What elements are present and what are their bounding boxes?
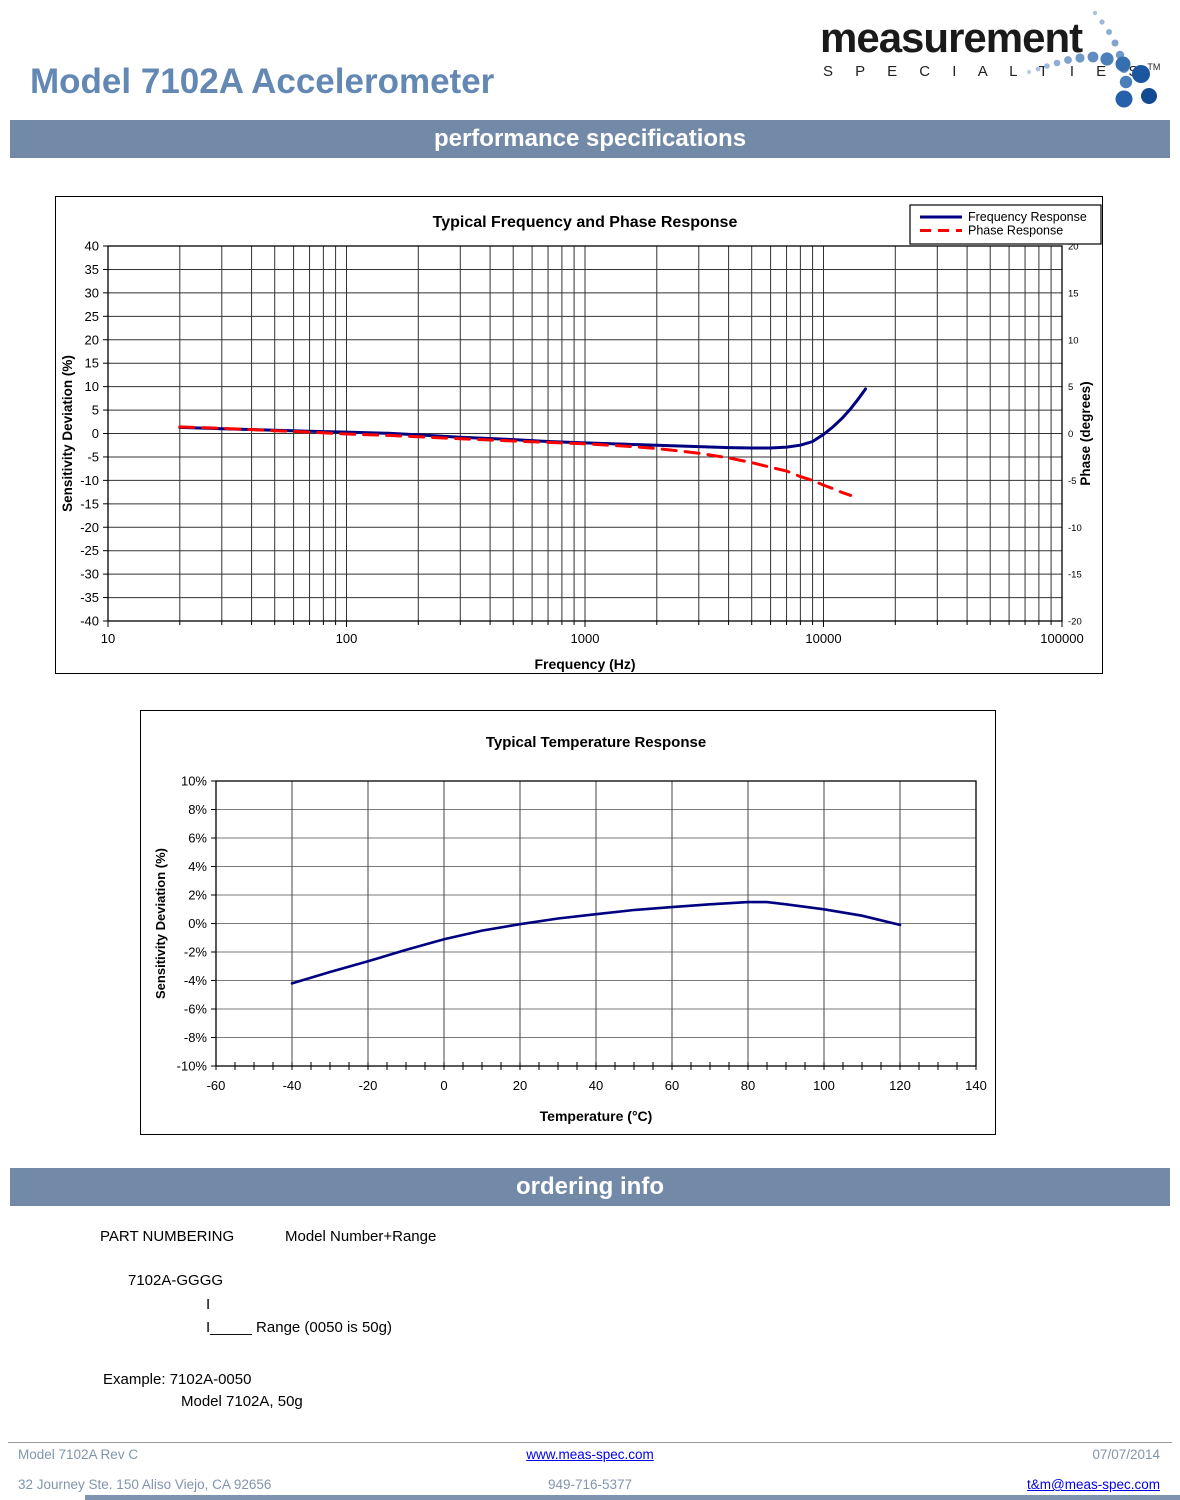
part-numbering-label: PART NUMBERING xyxy=(100,1228,235,1245)
x-tick-label: 100 xyxy=(813,1078,835,1093)
legend-label: Frequency Response xyxy=(968,210,1087,224)
y-left-tick-label: -20 xyxy=(80,520,99,535)
ordering-example-label: Example: 7102A-0050 xyxy=(103,1371,252,1388)
section-banner-ordering: ordering info xyxy=(10,1168,1170,1206)
y-tick-label: 10% xyxy=(181,774,207,789)
x-axis-title: Frequency (Hz) xyxy=(534,656,635,672)
y-left-tick-label: 10 xyxy=(85,379,99,394)
x-tick-label: 80 xyxy=(741,1078,755,1093)
logo-wordmark: measurement xyxy=(820,14,1083,61)
banner-performance-label: performance specifications xyxy=(433,125,747,152)
y-right-tick-label: -10 xyxy=(1068,523,1082,534)
y-tick-label: 0% xyxy=(188,916,207,931)
y-left-tick-label: 25 xyxy=(85,309,99,324)
x-tick-label: 40 xyxy=(589,1078,603,1093)
y-right-tick-label: 15 xyxy=(1068,288,1079,299)
x-tick-label: 20 xyxy=(513,1078,527,1093)
chart-title: Typical Temperature Response xyxy=(486,734,706,751)
y-left-tick-label: 5 xyxy=(92,403,99,418)
x-tick-label: 10000 xyxy=(805,631,841,646)
footer-website-wrap: www.meas-spec.com xyxy=(0,1447,1180,1462)
footer-date: 07/07/2014 xyxy=(1092,1447,1160,1462)
y-right-tick-label: -15 xyxy=(1068,570,1082,581)
y-axis-title: Sensitivity Deviation (%) xyxy=(153,848,168,999)
part-number-code: 7102A-GGGG xyxy=(128,1272,224,1289)
y-tick-label: 6% xyxy=(188,831,207,846)
temperature-response-chart: 10% 8% 6% 4% 2% 0% -2% -4% -6% -8% -10% -60 -40 -20 0 2… xyxy=(140,710,996,1135)
x-tick-label: 60 xyxy=(665,1078,679,1093)
y-right-tick-label: -5 xyxy=(1068,476,1076,487)
y-tick-label: 8% xyxy=(188,802,207,817)
y-left-tick-label: 15 xyxy=(85,356,99,371)
y-tick-label: -4% xyxy=(184,973,208,988)
legend-label: Phase Response xyxy=(968,224,1063,238)
plot-border xyxy=(107,245,1063,622)
part-number-range-line: I_____ Range (0050 is 50g) xyxy=(206,1319,392,1336)
y-right-tick-label: 5 xyxy=(1068,382,1073,393)
logo-dots-swoosh-icon xyxy=(1027,10,1157,108)
x-tick-label: 0 xyxy=(440,1078,447,1093)
y-right-tick-label: 20 xyxy=(1068,242,1079,253)
y-tick-label: -6% xyxy=(184,1002,208,1017)
y-tick-label: 4% xyxy=(188,859,207,874)
x-tick-label: 120 xyxy=(889,1078,911,1093)
y-left-tick-label: -30 xyxy=(80,567,99,582)
email-link[interactable]: t&m@meas-spec.com xyxy=(1027,1477,1160,1492)
trademark-symbol: TM xyxy=(1147,62,1161,72)
x-tick-label: -40 xyxy=(283,1078,302,1093)
y-left-tick-label: 0 xyxy=(92,426,99,441)
x-tick-label: 140 xyxy=(965,1078,987,1093)
x-tick-label: 10 xyxy=(101,631,115,646)
y-left-axis-title: Sensitivity Deviation (%) xyxy=(60,355,75,512)
page-title: Model 7102A Accelerometer xyxy=(30,62,495,101)
footer-divider xyxy=(8,1442,1172,1443)
x-tick-label: -60 xyxy=(207,1078,226,1093)
footer-phone: 949-716-5377 xyxy=(547,1477,633,1492)
chart-title: Typical Frequency and Phase Response xyxy=(433,214,738,231)
y-left-tick-label: 20 xyxy=(85,332,99,347)
website-link[interactable]: www.meas-spec.com xyxy=(526,1447,654,1462)
y-right-tick-label: 0 xyxy=(1068,429,1073,440)
y-left-tick-label: -10 xyxy=(80,473,99,488)
y-left-tick-label: -5 xyxy=(87,449,99,464)
logo-subtitle: S P E C I A L T I E STM xyxy=(823,62,1161,80)
x-tick-label: 100000 xyxy=(1040,631,1083,646)
x-axis-title: Temperature (°C) xyxy=(540,1108,653,1124)
y-right-tick-label: 10 xyxy=(1068,335,1079,346)
y-left-tick-label: -25 xyxy=(80,543,99,558)
bottom-accent-bar xyxy=(85,1495,1180,1500)
y-left-tick-label: 30 xyxy=(85,285,99,300)
y-left-tick-label: 35 xyxy=(85,262,99,277)
section-banner-performance: performance specifications xyxy=(10,120,1170,158)
footer-email-wrap: t&m@meas-spec.com xyxy=(1027,1477,1160,1492)
series-solid xyxy=(290,900,902,985)
plot-border xyxy=(215,780,977,1067)
y-tick-label: -8% xyxy=(184,1030,208,1045)
y-left-tick-label: -15 xyxy=(80,496,99,511)
frequency-phase-chart: 40 35 30 25 20 15 10 5 0 -5 -10 -15 -20 -25 -30 -35 -40 2… xyxy=(55,196,1103,674)
x-tick-label: -20 xyxy=(359,1078,378,1093)
y-tick-label: -2% xyxy=(184,945,208,960)
x-tick-label: 100 xyxy=(336,631,358,646)
banner-ordering-label: ordering info xyxy=(516,1173,664,1200)
brand-logo: measurement S P E C I A L T I E STM xyxy=(820,8,1160,118)
part-number-pipe: I xyxy=(206,1296,211,1313)
footer-address: 32 Journey Ste. 150 Aliso Viejo, CA 9265… xyxy=(18,1477,272,1492)
series-solid xyxy=(178,387,867,450)
y-right-axis-title: Phase (degrees) xyxy=(1078,381,1093,485)
part-numbering-value: Model Number+Range xyxy=(285,1228,437,1245)
x-tick-label: 1000 xyxy=(571,631,600,646)
series-dashed xyxy=(178,425,853,497)
y-left-tick-label: -40 xyxy=(80,614,99,629)
y-right-tick-label: -20 xyxy=(1068,617,1082,628)
footer-doc-rev: Model 7102A Rev C xyxy=(18,1447,139,1462)
y-tick-label: 2% xyxy=(188,888,207,903)
y-left-tick-label: -35 xyxy=(80,590,99,605)
y-left-tick-label: 40 xyxy=(85,239,99,254)
y-tick-label: -10% xyxy=(177,1059,208,1074)
ordering-example-value: Model 7102A, 50g xyxy=(181,1393,303,1410)
legend-box xyxy=(909,204,1102,245)
